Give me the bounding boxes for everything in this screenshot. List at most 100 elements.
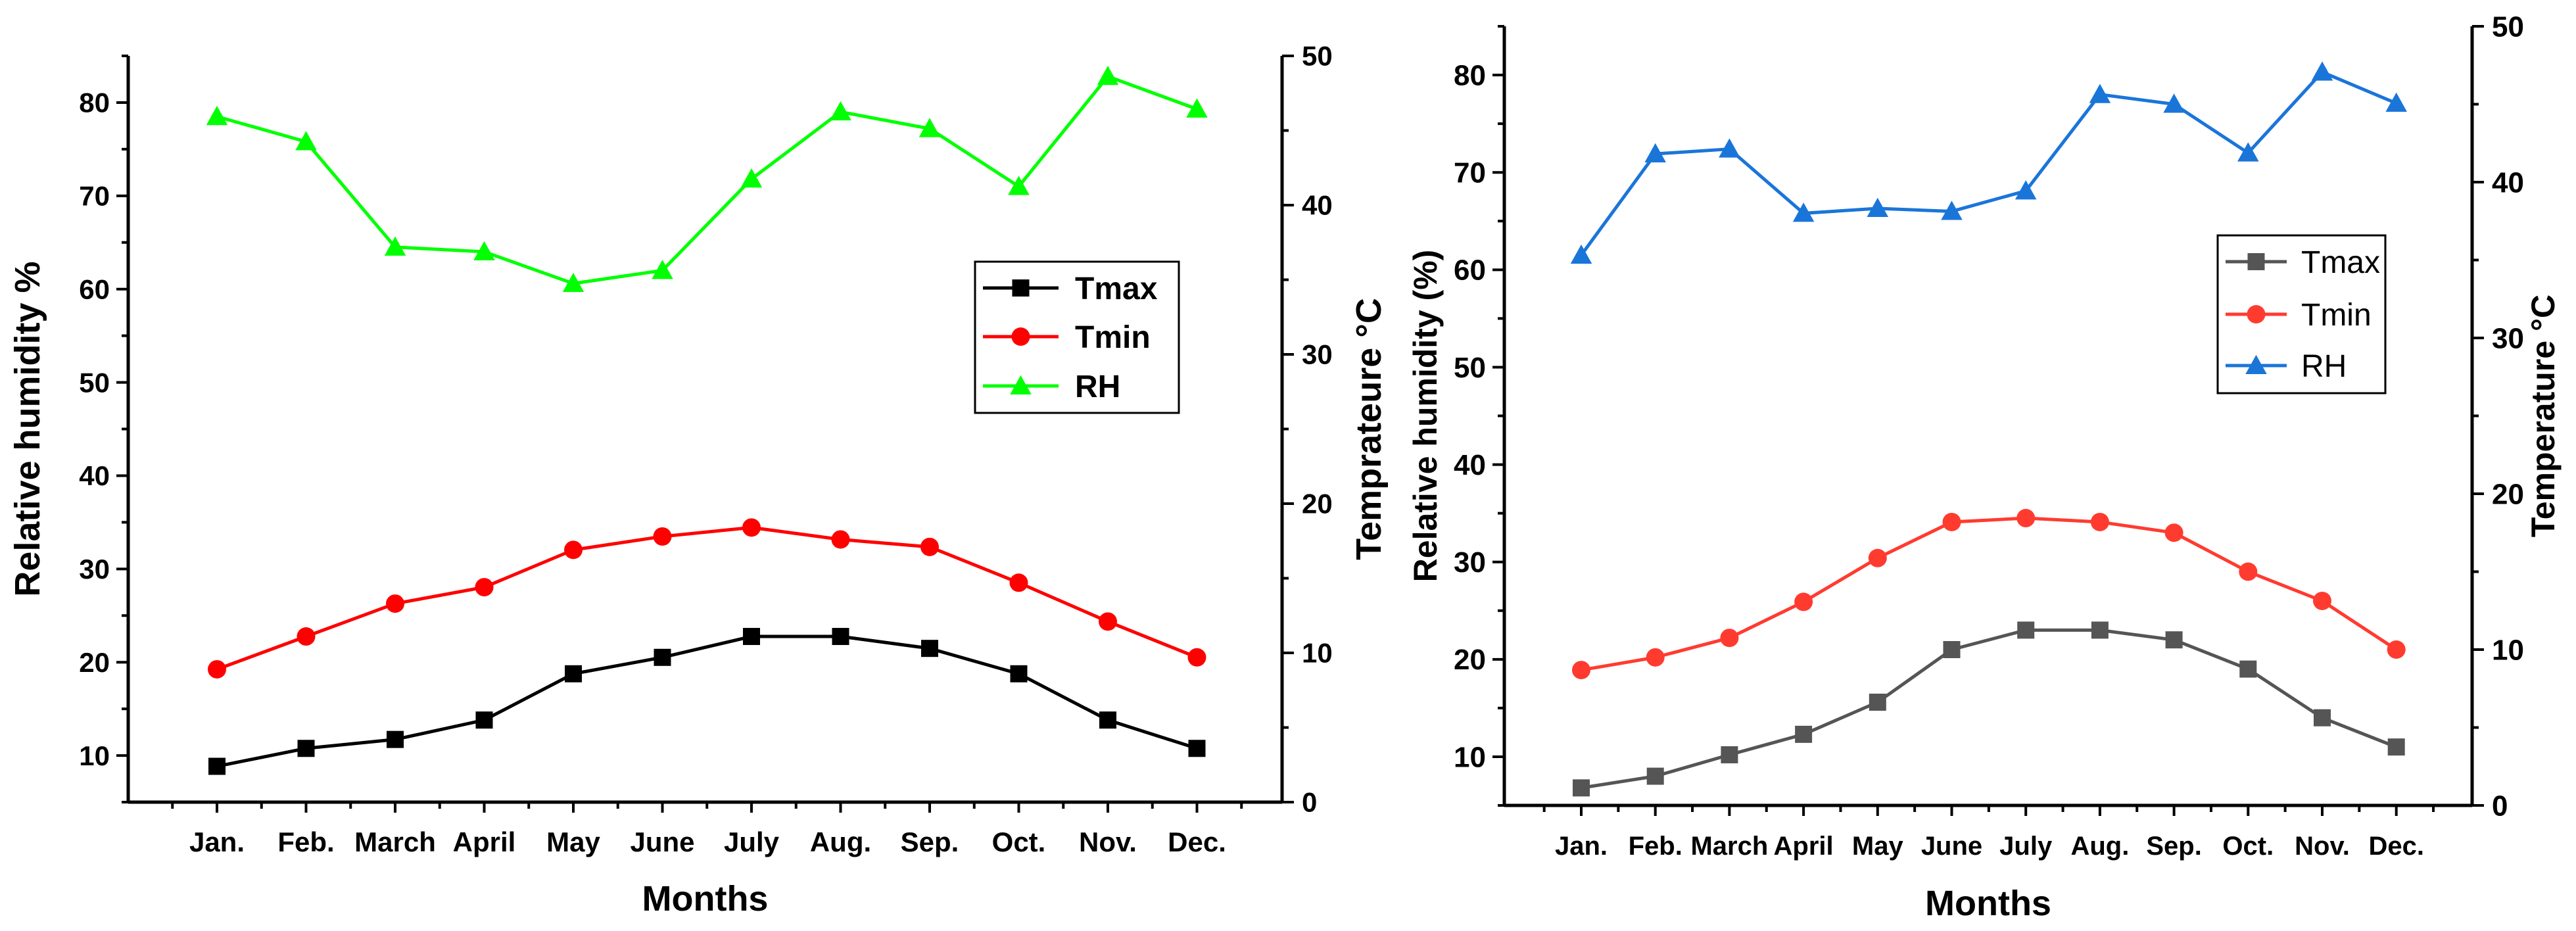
y2-tick-label: 20 xyxy=(1302,489,1333,519)
y2-axis-title: Temperature °C xyxy=(2525,295,2562,537)
data-point-tmax xyxy=(2017,621,2035,639)
data-point-rh xyxy=(918,118,941,137)
x-axis-title: Months xyxy=(642,879,769,919)
y-tick-label: 80 xyxy=(1454,59,1486,91)
legend-marker-tmax xyxy=(2247,253,2265,270)
y-tick-label: 70 xyxy=(1454,157,1486,189)
y2-tick-label: 10 xyxy=(2492,634,2524,666)
y2-tick-label: 0 xyxy=(1302,787,1317,818)
data-point-tmax xyxy=(921,640,938,657)
data-point-rh xyxy=(652,260,673,279)
legend-label-tmin: Tmin xyxy=(1075,320,1151,355)
data-point-tmin xyxy=(831,530,850,549)
data-point-rh xyxy=(2015,180,2037,200)
data-point-tmax xyxy=(1869,693,1886,711)
x-tick-label: Jan. xyxy=(1555,832,1608,861)
data-point-tmin xyxy=(2090,512,2109,531)
x-tick-label: Dec. xyxy=(1168,826,1226,857)
series-line-tmin xyxy=(216,525,1198,671)
data-point-tmin xyxy=(1187,648,1206,667)
y-tick-label: 40 xyxy=(79,460,110,491)
legend: Tmax Tmin RH xyxy=(2216,234,2387,394)
y-tick-label: 10 xyxy=(1454,741,1486,773)
x-axis-title: Months xyxy=(1925,884,2051,923)
legend-marker-tmin xyxy=(1011,327,1030,346)
data-point-tmax xyxy=(2314,709,2331,727)
y-tick-label: 50 xyxy=(1454,352,1486,384)
y-tick-label: 10 xyxy=(79,740,110,771)
y-tick-label: 50 xyxy=(79,367,110,398)
series-tmax xyxy=(1573,621,2405,797)
data-point-tmin xyxy=(1099,612,1117,631)
data-point-tmin xyxy=(1868,548,1887,567)
data-point-rh xyxy=(2311,61,2333,81)
data-point-tmax xyxy=(1943,641,1961,658)
data-point-rh xyxy=(1644,143,1666,163)
data-point-tmin xyxy=(208,659,226,679)
x-tick-label: Nov. xyxy=(2295,832,2350,861)
data-point-tmin xyxy=(742,518,761,537)
series-line-tmax xyxy=(216,634,1198,768)
data-point-tmax xyxy=(297,740,315,757)
y-tick-label: 20 xyxy=(79,647,110,678)
y-tick-label: 80 xyxy=(79,87,110,118)
data-point-rh xyxy=(1867,197,1889,217)
x-tick-label: Aug. xyxy=(2070,832,2129,861)
x-tick-label: June xyxy=(630,826,694,857)
y2-tick-label: 30 xyxy=(1302,339,1333,370)
y2-tick-label: 20 xyxy=(2492,478,2524,510)
series-line-rh xyxy=(1579,70,2397,256)
data-point-tmin xyxy=(2313,591,2331,610)
x-tick-label: May xyxy=(546,826,600,857)
legend-marker-tmin xyxy=(2247,305,2266,323)
data-point-rh xyxy=(740,168,763,188)
y2-tick-label: 50 xyxy=(1302,41,1333,72)
data-point-tmin xyxy=(564,540,583,560)
x-tick-label: Feb. xyxy=(1629,832,1682,861)
x-tick-label: July xyxy=(724,826,780,857)
legend-label-tmax: Tmax xyxy=(1075,272,1158,306)
data-point-rh xyxy=(1719,138,1740,158)
y-tick-label: 60 xyxy=(79,274,110,304)
legend-label-tmax: Tmax xyxy=(2301,245,2380,280)
data-point-tmax xyxy=(1721,746,1738,763)
x-tick-label: April xyxy=(453,826,516,857)
y2-tick-label: 10 xyxy=(1302,638,1333,669)
y2-axis-title: Temprateure °C xyxy=(1349,298,1389,560)
x-tick-label: Jan. xyxy=(189,826,245,857)
chart-left: 10 20 30 40 50 60 70 80 0 10 20 30 40 50 Jan. Feb. March… xyxy=(8,41,1389,919)
series-tmin xyxy=(1572,509,2406,680)
data-point-rh xyxy=(473,241,495,260)
data-point-tmin xyxy=(2239,562,2258,581)
data-point-rh xyxy=(1008,176,1030,195)
data-point-tmax xyxy=(2165,631,2183,649)
data-point-tmin xyxy=(386,594,404,613)
data-point-tmin xyxy=(475,578,494,597)
data-point-tmax xyxy=(654,648,671,666)
data-point-tmin xyxy=(1009,573,1028,592)
data-point-tmin xyxy=(2016,509,2036,528)
y-tick-label: 30 xyxy=(1454,546,1486,579)
x-tick-label: March xyxy=(354,826,436,857)
x-tick-label: Feb. xyxy=(277,826,334,857)
data-point-rh xyxy=(295,131,317,151)
x-tick-label: June xyxy=(1921,832,1982,861)
data-point-rh xyxy=(2237,142,2259,162)
x-tick-label: May xyxy=(1852,832,1904,861)
data-point-rh xyxy=(1186,98,1208,118)
data-point-tmin xyxy=(920,537,939,556)
y-tick-label: 70 xyxy=(79,181,110,212)
data-point-rh xyxy=(562,272,584,293)
data-point-tmax xyxy=(1573,779,1590,797)
legend-marker-tmax xyxy=(1012,279,1030,297)
x-tick-label: Oct. xyxy=(992,826,1046,857)
data-point-rh xyxy=(2163,93,2185,113)
x-tick-label: July xyxy=(1999,832,2053,861)
series-tmin xyxy=(208,518,1206,679)
data-point-rh xyxy=(1097,65,1119,85)
chart-right: 10 20 30 40 50 60 70 80 0 10 20 30 40 50 Jan. Feb. March… xyxy=(1407,11,2562,923)
x-tick-label: Dec. xyxy=(2368,832,2424,861)
y2-tick-label: 40 xyxy=(2492,166,2524,199)
y-axis-title: Relative humidity (%) xyxy=(1407,250,1444,583)
